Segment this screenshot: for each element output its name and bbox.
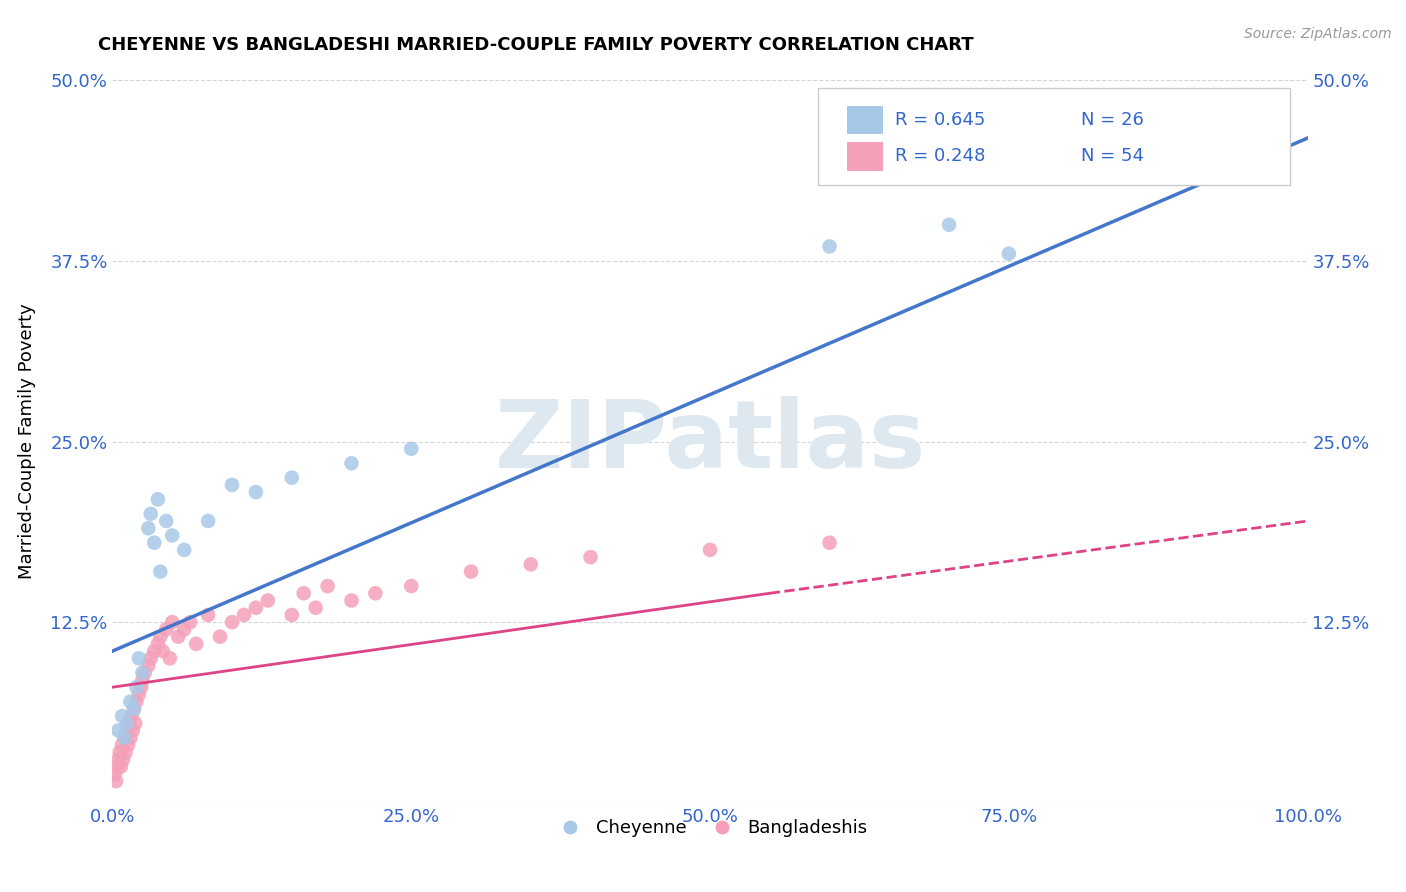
- Point: [281, 470, 304, 484]
- Point: [149, 630, 172, 644]
- Point: [107, 723, 129, 738]
- Point: [401, 442, 423, 456]
- Point: [305, 600, 328, 615]
- Point: [125, 680, 148, 694]
- Point: [118, 716, 141, 731]
- Point: [152, 644, 174, 658]
- Point: [114, 731, 135, 745]
- Point: [155, 623, 177, 637]
- Text: R = 0.248: R = 0.248: [896, 147, 986, 165]
- Point: [121, 723, 143, 738]
- Point: [125, 695, 148, 709]
- Text: N = 54: N = 54: [1081, 147, 1143, 165]
- Point: [124, 716, 146, 731]
- Point: [131, 673, 153, 687]
- Point: [257, 593, 280, 607]
- FancyBboxPatch shape: [848, 142, 883, 170]
- Point: [149, 565, 172, 579]
- Legend: Cheyenne, Bangladeshis: Cheyenne, Bangladeshis: [546, 812, 875, 845]
- Point: [107, 752, 129, 766]
- Point: [818, 535, 841, 549]
- Point: [460, 565, 482, 579]
- Point: [131, 665, 153, 680]
- Point: [292, 586, 315, 600]
- Point: [162, 615, 183, 630]
- Point: [245, 600, 267, 615]
- Point: [122, 702, 145, 716]
- Text: R = 0.645: R = 0.645: [896, 111, 986, 129]
- Point: [998, 246, 1021, 260]
- Point: [173, 623, 195, 637]
- Point: [114, 745, 136, 759]
- Point: [364, 586, 387, 600]
- Point: [120, 695, 142, 709]
- Point: [221, 478, 243, 492]
- Point: [120, 731, 142, 745]
- Point: [281, 607, 304, 622]
- Point: [162, 528, 183, 542]
- Point: [138, 521, 160, 535]
- Point: [138, 658, 160, 673]
- Point: [110, 760, 132, 774]
- Point: [340, 593, 363, 607]
- Point: [699, 542, 721, 557]
- Point: [104, 767, 127, 781]
- Point: [129, 680, 152, 694]
- Point: [117, 738, 139, 752]
- Point: [146, 637, 169, 651]
- FancyBboxPatch shape: [818, 87, 1289, 185]
- Point: [122, 702, 145, 716]
- Point: [209, 630, 232, 644]
- Point: [245, 485, 267, 500]
- Y-axis label: Married-Couple Family Poverty: Married-Couple Family Poverty: [18, 303, 37, 580]
- Point: [143, 644, 166, 658]
- Point: [167, 630, 190, 644]
- Point: [233, 607, 256, 622]
- Point: [108, 745, 131, 759]
- Point: [115, 723, 138, 738]
- Point: [579, 550, 602, 565]
- Point: [146, 492, 169, 507]
- Point: [105, 774, 128, 789]
- Point: [316, 579, 339, 593]
- Point: [197, 514, 219, 528]
- Point: [111, 709, 134, 723]
- Point: [134, 665, 156, 680]
- Point: [139, 651, 162, 665]
- Point: [159, 651, 181, 665]
- Point: [401, 579, 423, 593]
- Point: [115, 716, 138, 731]
- Point: [179, 615, 201, 630]
- Text: CHEYENNE VS BANGLADESHI MARRIED-COUPLE FAMILY POVERTY CORRELATION CHART: CHEYENNE VS BANGLADESHI MARRIED-COUPLE F…: [98, 36, 974, 54]
- Point: [520, 558, 543, 572]
- Point: [173, 542, 195, 557]
- Point: [139, 507, 162, 521]
- Point: [155, 514, 177, 528]
- Point: [128, 687, 150, 701]
- Text: N = 26: N = 26: [1081, 111, 1143, 129]
- Point: [186, 637, 208, 651]
- Point: [121, 709, 143, 723]
- Point: [128, 651, 150, 665]
- Point: [114, 731, 135, 745]
- Point: [221, 615, 243, 630]
- Point: [105, 760, 128, 774]
- FancyBboxPatch shape: [848, 105, 883, 135]
- Point: [818, 239, 841, 253]
- Point: [143, 535, 166, 549]
- Text: ZIPatlas: ZIPatlas: [495, 395, 925, 488]
- Point: [340, 456, 363, 470]
- Point: [112, 752, 135, 766]
- Point: [111, 738, 134, 752]
- Text: Source: ZipAtlas.com: Source: ZipAtlas.com: [1244, 27, 1392, 41]
- Point: [197, 607, 219, 622]
- Point: [938, 218, 960, 232]
